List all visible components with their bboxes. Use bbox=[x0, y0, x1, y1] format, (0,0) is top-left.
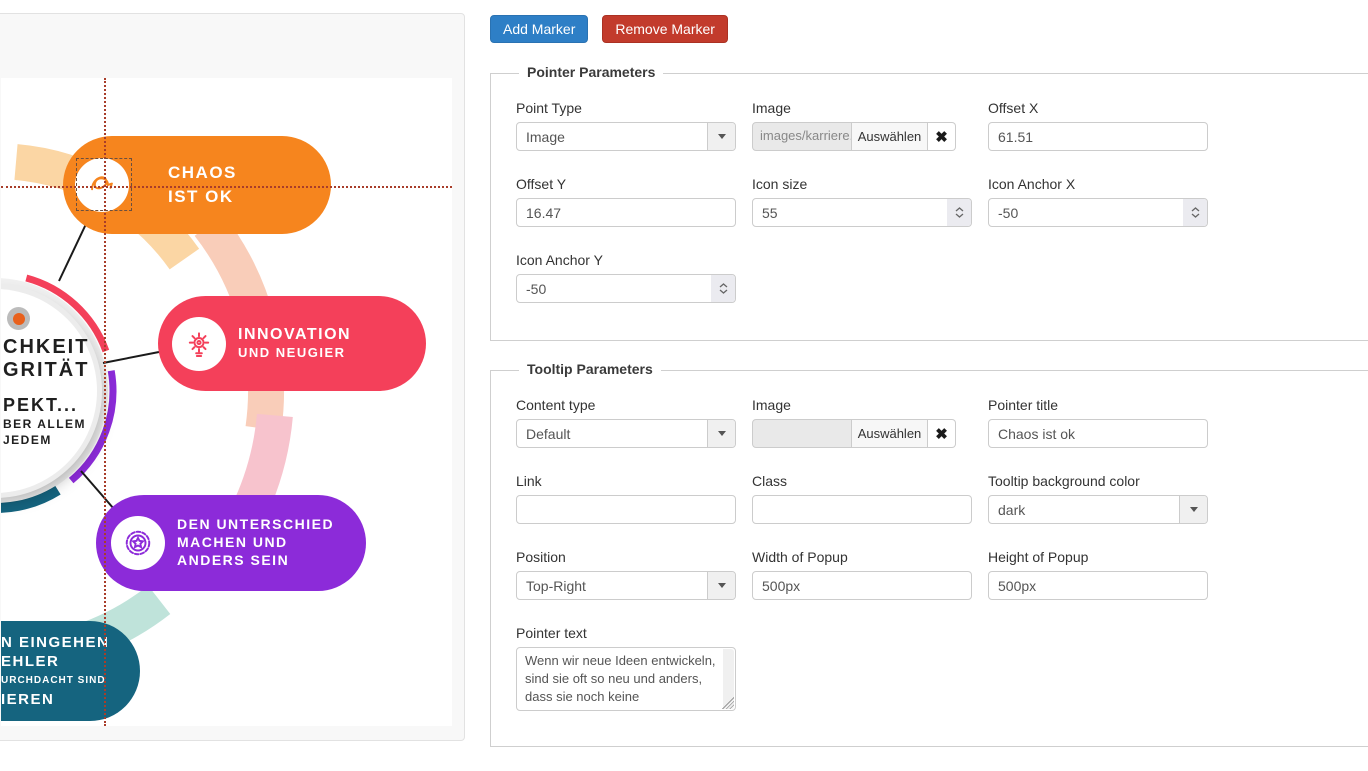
icon-anchor-y-stepper[interactable] bbox=[516, 274, 736, 303]
icon-size-input[interactable] bbox=[752, 198, 972, 227]
pointer-title-label: Pointer title bbox=[988, 397, 1059, 413]
center-line: PEKT... bbox=[3, 395, 79, 415]
tooltip-image-browse-button[interactable]: Auswählen bbox=[852, 419, 928, 448]
tooltip-image-filename bbox=[752, 419, 852, 448]
center-line: JEDEM bbox=[3, 433, 52, 447]
tooltip-parameters-legend: Tooltip Parameters bbox=[519, 361, 661, 377]
tooltip-bg-color-label: Tooltip background color bbox=[988, 473, 1140, 489]
clear-icon[interactable]: ✖ bbox=[928, 419, 956, 448]
tooltip-parameters-fieldset: Tooltip Parameters Content type Default … bbox=[490, 361, 1368, 747]
position-select[interactable]: Top-Right bbox=[516, 571, 736, 600]
clear-icon[interactable]: ✖ bbox=[928, 122, 956, 151]
bubble-title: INNOVATION UND NEUGIER bbox=[238, 325, 352, 361]
center-line: BER ALLEM bbox=[3, 417, 87, 431]
popup-width-label: Width of Popup bbox=[752, 549, 848, 565]
bubble-title: N EINGEHEN EHLER URCHDACHT SIND IEREN bbox=[1, 634, 110, 708]
popup-width-input[interactable] bbox=[752, 571, 972, 600]
link-input[interactable] bbox=[516, 495, 736, 524]
marker-toolbar: Add Marker Remove Marker bbox=[490, 15, 728, 43]
class-input[interactable] bbox=[752, 495, 972, 524]
center-values-text: CHKEIT GRITÄT PEKT... BER ALLEM JEDEM bbox=[3, 336, 89, 448]
pointer-image-file-group: images/karriere. Auswählen ✖ bbox=[752, 122, 972, 151]
tooltip-bg-color-select[interactable]: dark bbox=[988, 495, 1208, 524]
position-label: Position bbox=[516, 549, 566, 565]
marker-crosshair-vertical bbox=[104, 78, 106, 726]
marker-selection-box[interactable] bbox=[76, 158, 132, 211]
spinner-arrows-icon[interactable] bbox=[947, 199, 971, 226]
tooltip-image-file-group: Auswählen ✖ bbox=[752, 419, 972, 448]
pointer-text-label: Pointer text bbox=[516, 625, 587, 641]
center-line: CHKEIT bbox=[3, 336, 90, 358]
point-type-value: Image bbox=[526, 128, 565, 145]
point-type-select[interactable]: Image bbox=[516, 122, 736, 151]
center-line: GRITÄT bbox=[3, 359, 90, 381]
bubble-unterschied[interactable]: DEN UNTERSCHIED MACHEN UND ANDERS SEIN bbox=[96, 495, 366, 591]
add-marker-button[interactable]: Add Marker bbox=[490, 15, 589, 43]
popup-height-label: Height of Popup bbox=[988, 549, 1089, 565]
spinner-arrows-icon[interactable] bbox=[711, 275, 735, 302]
offset-y-label: Offset Y bbox=[516, 176, 567, 192]
icon-anchor-y-label: Icon Anchor Y bbox=[516, 252, 603, 268]
marker-crosshair-horizontal bbox=[1, 186, 452, 188]
bubble-innovation[interactable]: INNOVATION UND NEUGIER bbox=[158, 296, 426, 391]
content-type-label: Content type bbox=[516, 397, 596, 413]
content-type-value: Default bbox=[526, 425, 571, 442]
small-marker-dot-inner bbox=[12, 312, 25, 325]
icon-anchor-y-input[interactable] bbox=[516, 274, 736, 303]
bubble-chaos-ist-ok[interactable]: CHAOS IST OK bbox=[63, 136, 331, 234]
point-type-label: Point Type bbox=[516, 100, 582, 116]
pointer-text-area-wrap: Wenn wir neue Ideen entwickeln, sind sie… bbox=[516, 647, 736, 711]
badge-icon bbox=[111, 516, 165, 570]
pointer-parameters-legend: Pointer Parameters bbox=[519, 64, 664, 80]
pointer-image-filename: images/karriere. bbox=[752, 122, 852, 151]
icon-size-stepper[interactable] bbox=[752, 198, 972, 227]
position-value: Top-Right bbox=[526, 577, 586, 594]
content-type-select[interactable]: Default bbox=[516, 419, 736, 448]
scribble-icon bbox=[75, 158, 129, 212]
bubble-title: DEN UNTERSCHIED MACHEN UND ANDERS SEIN bbox=[177, 516, 335, 568]
icon-anchor-x-stepper[interactable] bbox=[988, 198, 1208, 227]
lightbulb-gear-icon bbox=[172, 316, 226, 371]
chevron-down-icon bbox=[1179, 496, 1207, 523]
bubble-risiken[interactable]: N EINGEHEN EHLER URCHDACHT SIND IEREN bbox=[1, 621, 140, 721]
tooltip-bg-color-value: dark bbox=[998, 501, 1026, 518]
map-canvas[interactable]: CHKEIT GRITÄT PEKT... BER ALLEM JEDEM bbox=[1, 78, 452, 726]
link-label: Link bbox=[516, 473, 542, 489]
class-label: Class bbox=[752, 473, 788, 489]
textarea-resize-grip-icon[interactable] bbox=[722, 697, 734, 709]
chevron-down-icon bbox=[707, 123, 735, 150]
popup-height-input[interactable] bbox=[988, 571, 1208, 600]
icon-anchor-x-label: Icon Anchor X bbox=[988, 176, 1076, 192]
pointer-image-label: Image bbox=[752, 100, 791, 116]
chevron-down-icon bbox=[707, 572, 735, 599]
offset-x-input[interactable] bbox=[988, 122, 1208, 151]
pointer-image-browse-button[interactable]: Auswählen bbox=[852, 122, 928, 151]
pointer-text-textarea[interactable]: Wenn wir neue Ideen entwickeln, sind sie… bbox=[516, 647, 736, 711]
offset-y-input[interactable] bbox=[516, 198, 736, 227]
remove-marker-button[interactable]: Remove Marker bbox=[602, 15, 728, 43]
bubble-title: CHAOS IST OK bbox=[168, 163, 237, 206]
small-marker-dot[interactable] bbox=[7, 307, 30, 330]
pointer-parameters-fieldset: Pointer Parameters Point Type Image Imag… bbox=[490, 64, 1368, 341]
chevron-down-icon bbox=[707, 420, 735, 447]
icon-anchor-x-input[interactable] bbox=[988, 198, 1208, 227]
icon-size-label: Icon size bbox=[752, 176, 808, 192]
offset-x-label: Offset X bbox=[988, 100, 1039, 116]
map-preview-panel: CHKEIT GRITÄT PEKT... BER ALLEM JEDEM bbox=[0, 13, 465, 741]
pointer-title-input[interactable] bbox=[988, 419, 1208, 448]
tooltip-image-label: Image bbox=[752, 397, 791, 413]
textarea-scrollbar[interactable] bbox=[723, 649, 734, 709]
spinner-arrows-icon[interactable] bbox=[1183, 199, 1207, 226]
